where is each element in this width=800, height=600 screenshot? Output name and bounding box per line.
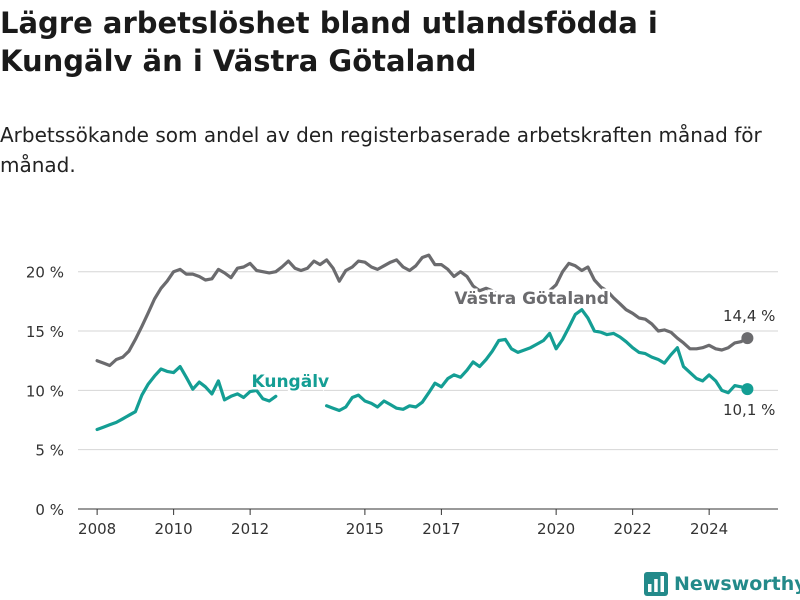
series-lines bbox=[95, 253, 754, 432]
brand[interactable]: Newsworthy bbox=[644, 568, 800, 600]
series-line bbox=[548, 261, 749, 352]
series-end-value-label: 10,1 % bbox=[723, 401, 775, 419]
x-tick-label: 2012 bbox=[231, 520, 269, 538]
gridlines bbox=[78, 271, 778, 451]
y-tick-label: 20 % bbox=[26, 264, 64, 282]
series-end-value-label: 14,4 % bbox=[723, 307, 775, 325]
brand-name: Newsworthy bbox=[674, 573, 800, 595]
x-tick-label: 2010 bbox=[155, 520, 193, 538]
y-tick-label: 10 % bbox=[26, 382, 64, 400]
x-tick-label: 2008 bbox=[78, 520, 116, 538]
series-name-label: Västra Götaland bbox=[454, 289, 609, 309]
newsworthy-logo-icon bbox=[644, 572, 668, 596]
x-tick-label: 2017 bbox=[422, 520, 460, 538]
x-tick-label: 2020 bbox=[537, 520, 575, 538]
chart-title: Lägre arbetslöshet bland utlandsfödda i … bbox=[0, 6, 658, 78]
series-end-point bbox=[741, 383, 754, 396]
x-tick-label: 2015 bbox=[346, 520, 384, 538]
x-tick-label: 2024 bbox=[690, 520, 728, 538]
y-axis-tick-labels: 0 % 5 % 10 % 15 % 20 % bbox=[26, 264, 64, 519]
series-end-point bbox=[741, 332, 754, 345]
series-line bbox=[325, 308, 749, 413]
x-tick-label: 2022 bbox=[614, 520, 652, 538]
chart-subtitle: Arbetssökande som andel av den registerb… bbox=[0, 123, 762, 177]
series-labels: 14,4 % 10,1 % Västra Götaland Kungälv bbox=[249, 286, 775, 419]
series-name-label: Kungälv bbox=[251, 372, 329, 392]
series-line bbox=[95, 253, 501, 368]
series-line bbox=[95, 365, 278, 432]
x-axis: 2008 2010 2012 2015 2017 2020 2022 2024 bbox=[78, 508, 778, 538]
y-tick-label: 5 % bbox=[35, 442, 64, 460]
y-tick-label: 15 % bbox=[26, 323, 64, 341]
y-tick-label: 0 % bbox=[35, 501, 64, 519]
